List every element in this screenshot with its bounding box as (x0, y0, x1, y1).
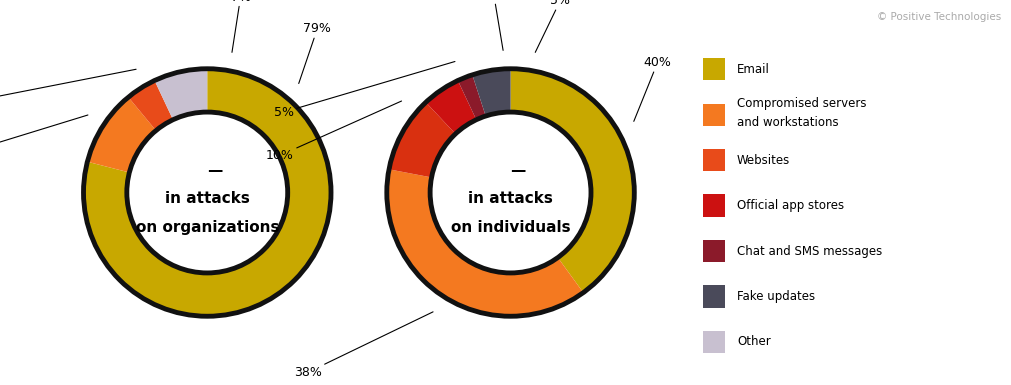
Text: Websites: Websites (737, 154, 791, 167)
Wedge shape (426, 80, 476, 134)
Text: and workstations: and workstations (737, 116, 839, 129)
Text: 5%: 5% (274, 62, 455, 119)
FancyBboxPatch shape (703, 149, 725, 171)
Text: 10%: 10% (0, 115, 88, 156)
Text: 79%: 79% (298, 22, 332, 84)
Text: —: — (511, 163, 526, 178)
Text: Fake updates: Fake updates (737, 290, 815, 303)
Wedge shape (511, 69, 634, 293)
FancyBboxPatch shape (703, 194, 725, 217)
FancyBboxPatch shape (703, 58, 725, 80)
FancyBboxPatch shape (703, 240, 725, 262)
Wedge shape (387, 169, 583, 316)
FancyBboxPatch shape (703, 285, 725, 308)
Wedge shape (87, 97, 156, 172)
Wedge shape (389, 102, 456, 177)
Text: Compromised servers: Compromised servers (737, 97, 866, 110)
Text: 2%: 2% (484, 0, 503, 50)
Text: 7%: 7% (231, 0, 251, 52)
FancyBboxPatch shape (703, 104, 725, 126)
Text: Email: Email (737, 63, 770, 76)
FancyBboxPatch shape (703, 331, 725, 353)
Wedge shape (128, 80, 173, 131)
Text: in attacks: in attacks (165, 191, 250, 206)
Wedge shape (458, 75, 485, 120)
Wedge shape (472, 69, 511, 116)
Text: on individuals: on individuals (451, 220, 570, 234)
Text: 4%: 4% (0, 69, 136, 106)
Text: 40%: 40% (634, 56, 671, 121)
Text: 38%: 38% (294, 312, 433, 379)
Text: 10%: 10% (266, 101, 401, 162)
Text: 5%: 5% (535, 0, 570, 52)
Text: Official app stores: Official app stores (737, 199, 844, 212)
Text: on organizations: on organizations (135, 220, 279, 234)
Text: in attacks: in attacks (468, 191, 553, 206)
Wedge shape (84, 69, 331, 316)
Text: —: — (207, 163, 222, 178)
Text: Other: Other (737, 335, 770, 348)
Text: Chat and SMS messages: Chat and SMS messages (737, 244, 883, 258)
Wedge shape (155, 69, 207, 120)
Text: © Positive Technologies: © Positive Technologies (877, 12, 1001, 22)
